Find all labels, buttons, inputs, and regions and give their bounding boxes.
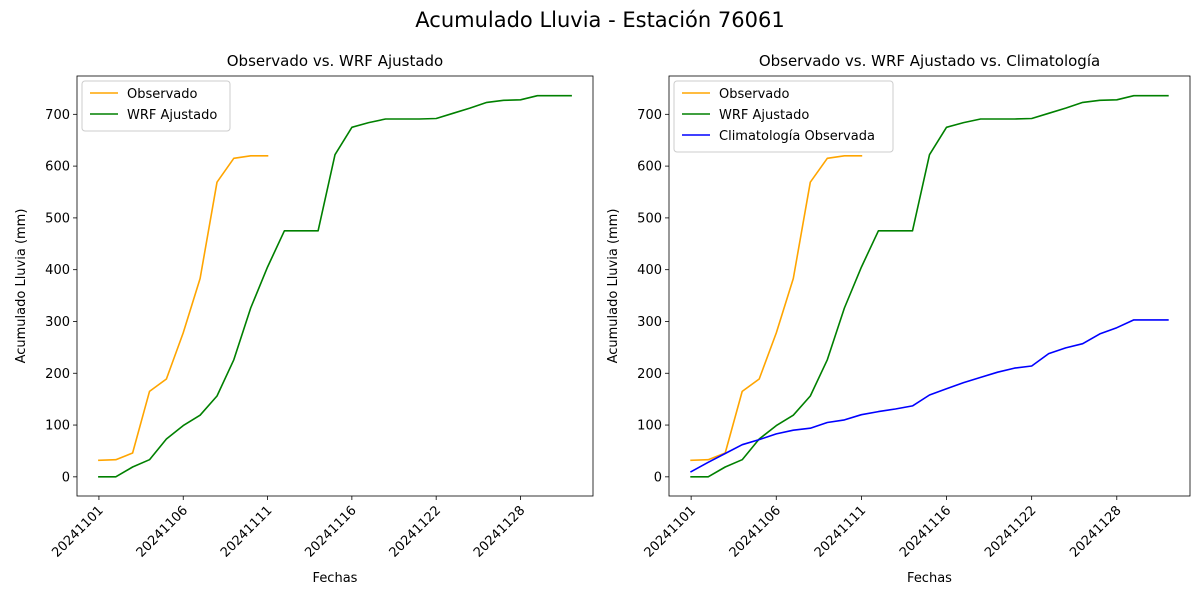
y-tick-label: 400 xyxy=(637,263,662,278)
y-tick-label: 200 xyxy=(45,367,70,382)
chart-title: Observado vs. WRF Ajustado vs. Climatolo… xyxy=(759,52,1100,70)
y-axis-label: Acumulado Lluvia (mm) xyxy=(606,209,621,364)
chart-panel-2: Observado vs. WRF Ajustado vs. Climatolo… xyxy=(606,52,1191,586)
y-tick-label: 600 xyxy=(637,160,662,175)
x-tick-label: 20241111 xyxy=(812,503,869,560)
legend-label: Observado xyxy=(127,87,198,102)
y-tick-label: 700 xyxy=(45,108,70,123)
y-tick-label: 500 xyxy=(637,211,662,226)
y-tick-label: 600 xyxy=(45,160,70,175)
x-tick-label: 20241101 xyxy=(49,503,106,560)
x-axis-label: Fechas xyxy=(313,571,358,586)
x-tick-label: 20241106 xyxy=(727,503,784,560)
x-tick-label: 20241122 xyxy=(387,503,444,560)
series-line-observado xyxy=(690,155,863,462)
legend: Observado WRF Ajustado xyxy=(81,80,231,132)
y-tick-label: 400 xyxy=(45,263,70,278)
x-tick-label: 20241101 xyxy=(642,503,699,560)
y-tick-label: 0 xyxy=(654,470,662,485)
legend-label: Observado xyxy=(719,87,790,102)
series-line-climatolog-a-observada xyxy=(690,319,1169,473)
x-tick-label: 20241116 xyxy=(302,503,359,560)
x-tick-label: 20241122 xyxy=(982,503,1039,560)
x-tick-label: 20241128 xyxy=(471,503,528,560)
y-tick-label: 100 xyxy=(637,419,662,434)
figure-title: Acumulado Lluvia - Estación 76061 xyxy=(415,8,785,32)
plot-area-frame xyxy=(668,75,1191,497)
y-tick-label: 700 xyxy=(637,108,662,123)
x-tick-label: 20241128 xyxy=(1067,503,1124,560)
legend-label: WRF Ajustado xyxy=(127,108,217,123)
y-tick-label: 300 xyxy=(45,315,70,330)
y-tick-label: 100 xyxy=(45,419,70,434)
plot-area-frame xyxy=(76,75,594,497)
y-axis-label: Acumulado Lluvia (mm) xyxy=(14,209,29,364)
x-tick-label: 20241116 xyxy=(897,503,954,560)
y-tick-label: 200 xyxy=(637,367,662,382)
legend-label: Climatología Observada xyxy=(719,129,875,144)
series-line-wrf-ajustado xyxy=(98,94,572,478)
chart-title: Observado vs. WRF Ajustado xyxy=(227,52,443,70)
y-tick-label: 0 xyxy=(62,470,70,485)
x-tick-label: 20241111 xyxy=(218,503,275,560)
legend-box xyxy=(81,80,231,132)
y-tick-label: 500 xyxy=(45,211,70,226)
series-line-observado xyxy=(98,155,269,462)
x-tick-label: 20241106 xyxy=(134,503,191,560)
legend-box xyxy=(673,80,894,153)
x-axis-label: Fechas xyxy=(907,571,952,586)
chart-panel-1: Observado vs. WRF Ajustado 0 100 200 300 400 5… xyxy=(14,52,594,586)
series-line-wrf-ajustado xyxy=(690,94,1169,478)
y-tick-label: 300 xyxy=(637,315,662,330)
legend: Observado WRF Ajustado Climatología Observ… xyxy=(673,80,894,153)
legend-label: WRF Ajustado xyxy=(719,108,809,123)
